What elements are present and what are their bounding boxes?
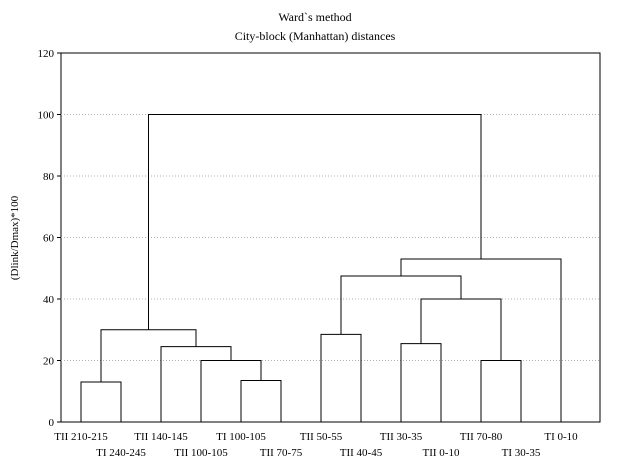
- plot-frame: [60, 52, 601, 423]
- y-tick-label: 60: [43, 233, 55, 245]
- merge-branch: [400, 343, 442, 422]
- leaf-label: TII 0-10: [423, 447, 460, 459]
- merge-branch: [420, 298, 502, 361]
- merge-branch: [340, 275, 462, 335]
- leaf-label: TII 70-80: [460, 431, 503, 443]
- merge-branch: [160, 346, 232, 422]
- chart-title: Ward`s method: [278, 10, 351, 24]
- grid-lines: [61, 114, 600, 361]
- merge-branch: [240, 379, 282, 422]
- dendrogram-branches: [80, 114, 562, 422]
- leaf-labels: TII 210-215 TI 240-245 TII 140-145 TII 100-…: [54, 431, 578, 459]
- leaf-label: TI 100-105: [216, 431, 266, 443]
- y-tick-label: 80: [43, 171, 55, 183]
- merge-branch: [80, 381, 122, 422]
- merge-branch: [200, 360, 262, 422]
- merge-branch: [100, 329, 197, 383]
- y-tick-label: 100: [38, 110, 55, 122]
- merge-branch: [320, 333, 362, 422]
- y-tick-label: 120: [38, 48, 55, 60]
- leaf-label: TII 40-45: [340, 447, 383, 459]
- y-axis-ticks: 0 20 40 60 80 100 120: [38, 48, 61, 429]
- leaf-label: TII 30-35: [380, 431, 423, 443]
- leaf-label: TI 240-245: [96, 447, 146, 459]
- leaf-label: TII 100-105: [174, 447, 228, 459]
- merge-branch: [148, 114, 482, 330]
- y-tick-label: 40: [43, 294, 55, 306]
- leaf-label: TII 50-55: [300, 431, 343, 443]
- chart-subtitle: City-block (Manhattan) distances: [235, 29, 396, 43]
- leaf-label: TII 140-145: [134, 431, 188, 443]
- leaf-label: TII 70-75: [260, 447, 303, 459]
- y-axis-label: (Dlink/Dmax)*100: [9, 195, 21, 280]
- leaf-label: TI 0-10: [544, 431, 578, 443]
- leaf-label: TI 30-35: [502, 447, 541, 459]
- leaf-label: TII 210-215: [54, 431, 108, 443]
- y-tick-label: 20: [43, 356, 55, 368]
- y-tick-label: 0: [49, 417, 55, 429]
- merge-branch: [480, 360, 522, 422]
